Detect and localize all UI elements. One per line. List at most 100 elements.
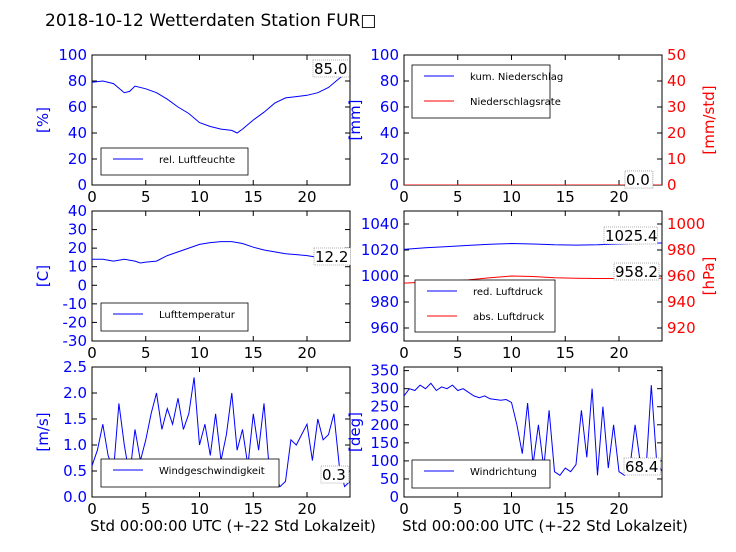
y-tick-label: 50 [380,470,399,488]
y-tick-label: 300 [370,380,399,398]
y2-tick-label: 30 [667,98,686,116]
y-tick-label: 0 [389,176,399,194]
legend-label: Lufttemperatur [159,310,236,321]
y-tick-label: 20 [68,239,87,257]
legend-label: Windrichtung [470,467,537,478]
y2-tick-label: 50 [667,46,686,64]
legend-label: kum. Niederschlag [470,72,563,83]
x-tick-label: 0 [399,500,409,518]
last-value-annotation: 1025.4 [605,227,658,245]
last-value-annotation: 0.0 [626,171,650,189]
x-tick-label: 5 [453,500,463,518]
x-tick-label: 0 [399,344,409,362]
x-tick-label: 0 [399,188,409,206]
y2-tick-label: 0 [667,176,677,194]
y-tick-label: 100 [370,46,399,64]
y-tick-label: 0 [77,276,87,294]
y-tick-label: 60 [68,98,87,116]
x-tick-label: 10 [502,188,521,206]
y-tick-label: 20 [68,150,87,168]
x-tick-label: 20 [609,500,628,518]
y-tick-label: -20 [63,313,88,331]
y-tick-label: 960 [370,319,399,337]
y2-axis-label: [mm/std] [700,85,718,154]
plot-frame [91,366,351,498]
y-tick-label: 0 [389,488,399,506]
annotation-box [312,59,350,78]
y-axis-label: [m/s] [34,412,52,451]
y-tick-label: 2.0 [63,384,87,402]
y-tick-label: 100 [370,452,399,470]
chart-panel-wind_speed: 0 5 10 15 20 0.0 0.5 1.0 1.5 2.0 2.5 [m/s] Std 00:00… [34,358,376,535]
y2-tick-label: 940 [667,293,696,311]
annotation-box [313,247,351,266]
x-tick-label: 5 [453,188,463,206]
annotation-box [613,262,660,281]
x-tick-label: 20 [297,344,316,362]
y-tick-label: 60 [380,98,399,116]
legend-box [411,64,551,119]
legend-label: Niederschlagsrate [470,97,561,108]
y-tick-label: 40 [68,124,87,142]
x-tick-label: 15 [244,500,263,518]
legend-label: abs. Luftdruck [473,312,544,323]
y-tick-label: 1.5 [63,410,87,428]
y-tick-label: 100 [58,46,87,64]
x-tick-label: 20 [297,500,316,518]
y-tick-label: -10 [63,295,88,313]
annotation-box [623,457,661,476]
last-value-annotation: 0.3 [322,466,346,484]
x-tick-label: 0 [87,344,97,362]
x-tick-label: 15 [556,500,575,518]
y-tick-label: 10 [68,258,87,276]
x-tick-label: 10 [190,188,209,206]
y-tick-label: 20 [380,150,399,168]
chart-panel-temperature: 0 5 10 15 20-30-20-10010203040[C]Lufttempera… [34,202,351,362]
plot-frame [91,210,351,342]
x-axis-label: Std 00:00:00 UTC (+-22 Std Lokalzeit) [402,517,688,535]
annotation-box [320,465,350,484]
legend-box [414,279,556,333]
y-tick-label: 350 [370,362,399,380]
y2-tick-label: 1000 [667,215,705,233]
x-tick-label: 10 [190,500,209,518]
chart-panel-precipitation: 0 5 10 15 20 0 20 40 60 80 100 0 10 20 30 40 50 [mm] [mm/s… [346,46,718,206]
y-tick-label: 1040 [361,215,399,233]
y-tick-label: 980 [370,293,399,311]
x-tick-label: 10 [502,344,521,362]
y-tick-label: 200 [370,416,399,434]
y-tick-label: 0.0 [63,488,87,506]
x-tick-label: 5 [141,344,151,362]
legend-label: rel. Luftfeuchte [159,155,235,166]
x-tick-label: 0 [87,188,97,206]
legend-box [100,458,280,488]
last-value-annotation: 68.4 [625,458,658,476]
y-tick-label: 80 [68,72,87,90]
last-value-annotation: 12.2 [315,248,348,266]
y-axis-label: [C] [34,265,52,287]
y2-tick-label: 20 [667,124,686,142]
legend-label: red. Luftdruck [473,287,543,298]
y-tick-label: -30 [63,332,88,350]
x-tick-label: 20 [609,188,628,206]
x-tick-label: 0 [87,500,97,518]
y-tick-label: 250 [370,398,399,416]
y-tick-label: 150 [370,434,399,452]
chart-panel-humidity: 0 5 10 15 20 0 20 40 60 80 100 [%] rel. Luftfeuchte 8… [34,46,351,206]
y2-tick-label: 960 [667,267,696,285]
y-tick-label: 0.5 [63,462,87,480]
y-axis-label: [%] [34,107,52,133]
legend-box [100,302,249,332]
x-tick-label: 5 [141,500,151,518]
x-tick-label: 15 [244,188,263,206]
chart-panel-pressure: 0 5 10 15 20 960 980 1000 1020 1040 920 940 960 980 10… [361,210,718,362]
legend-box [411,459,551,489]
y-tick-label: 1000 [361,267,399,285]
y2-axis-label: [hPa] [700,257,718,296]
y2-tick-label: 10 [667,150,686,168]
legend-label: Windgeschwindigkeit [159,466,265,477]
x-tick-label: 20 [297,188,316,206]
x-axis-label: Std 00:00:00 UTC (+-22 Std Lokalzeit) [90,517,376,535]
last-value-annotation: 85.0 [314,60,347,78]
